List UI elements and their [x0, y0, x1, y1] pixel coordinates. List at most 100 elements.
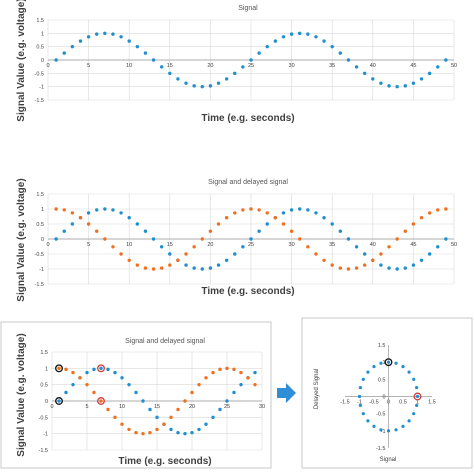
x-tick-label: 15	[167, 242, 173, 248]
data-point-series-0	[362, 71, 367, 76]
data-point-series-1	[273, 216, 278, 220]
x-tick-label: 15	[167, 63, 173, 69]
data-point-series-0	[401, 365, 405, 369]
signal-chart: Signal 1.510.50-0.5-1-1.50 5 10 15 20 25 30 35 4…	[16, 0, 457, 124]
data-point-series-0	[394, 361, 398, 365]
data-point-series-1	[419, 216, 424, 220]
data-point-series-0	[143, 229, 148, 233]
data-point-series-0	[95, 32, 99, 36]
y-tick-label: 0.5	[378, 377, 386, 383]
data-point-series-0	[298, 207, 302, 211]
data-point-series-0	[354, 245, 359, 249]
data-point-series-1	[306, 245, 310, 249]
data-point-series-1	[200, 237, 204, 241]
data-point-series-0	[387, 266, 391, 270]
data-point-series-0	[120, 376, 124, 380]
data-point-series-0	[197, 427, 201, 432]
data-point-series-0	[192, 84, 196, 88]
data-point-series-0	[415, 394, 420, 399]
data-point-series-1	[387, 245, 391, 249]
data-point-series-0	[71, 382, 75, 387]
y-tick-label: -1.5	[35, 282, 44, 288]
data-point-series-0	[265, 222, 269, 226]
data-point-series-0	[411, 263, 416, 267]
x-tick-label: 1	[416, 400, 419, 406]
data-point-series-1	[338, 266, 343, 270]
data-point-series-1	[281, 222, 286, 226]
data-point-series-0	[103, 207, 107, 211]
data-point-series-0	[249, 237, 253, 241]
chart-title: Signal and delayed signal	[208, 179, 288, 186]
highlight-ring	[97, 397, 105, 405]
data-point-series-0	[135, 222, 140, 226]
data-point-series-0	[176, 77, 180, 81]
data-point-series-0	[346, 237, 351, 241]
data-point-series-0	[151, 58, 156, 62]
x-tick-label: 20	[189, 404, 195, 410]
data-point-series-1	[330, 263, 334, 267]
data-point-series-1	[192, 245, 196, 249]
data-point-series-0	[99, 366, 103, 371]
phase-plot-chart: 1.510.50-0.5-1-1.5-1.5 -1 -0.5 0 0.5 1 1.5 Sig…	[314, 343, 436, 463]
data-point-series-0	[415, 403, 419, 408]
data-point-series-1	[103, 237, 107, 241]
data-point-series-0	[86, 35, 91, 39]
data-point-series-0	[62, 229, 66, 233]
y-tick-label: 1.5	[36, 18, 44, 24]
data-point-series-1	[190, 390, 194, 395]
highlight-ring	[97, 364, 105, 373]
data-point-series-1	[379, 252, 383, 256]
y-axis-label: Signal Value (e.g. voltage)	[16, 0, 27, 122]
data-point-series-0	[159, 65, 164, 69]
data-point-series-0	[127, 39, 131, 43]
data-point-series-0	[289, 208, 294, 212]
x-tick-label: 50	[451, 242, 457, 248]
data-point-series-0	[111, 32, 115, 36]
data-point-series-0	[148, 407, 152, 412]
data-point-series-0	[176, 430, 180, 435]
x-axis-label: Time (e.g. seconds)	[201, 286, 294, 297]
data-point-series-0	[233, 252, 237, 256]
data-point-series-0	[362, 252, 367, 256]
data-point-series-0	[78, 39, 83, 43]
data-point-series-0	[403, 84, 407, 88]
data-point-series-1	[143, 266, 148, 270]
data-point-series-0	[387, 84, 391, 88]
data-point-series-0	[298, 31, 302, 36]
y-tick-label: -0.5	[35, 71, 44, 77]
x-tick-label: 40	[370, 242, 376, 248]
y-tick-label: 1.5	[378, 343, 386, 349]
data-point-series-1	[127, 427, 131, 432]
data-point-series-0	[379, 428, 383, 432]
x-tick-label: 20	[207, 242, 213, 248]
data-point-series-0	[322, 39, 326, 43]
data-point-series-1	[265, 211, 269, 215]
y-tick-label: -1.5	[376, 446, 385, 452]
data-point-series-1	[168, 263, 172, 267]
data-point-series-0	[444, 58, 448, 62]
x-tick-label: 10	[119, 404, 125, 410]
y-tick-label: 1.5	[40, 350, 48, 356]
data-point-series-0	[357, 394, 362, 399]
data-point-series-0	[412, 412, 416, 416]
x-tick-label: 0	[387, 400, 390, 406]
y-tick-label: -1.5	[35, 98, 44, 104]
data-point-series-1	[151, 267, 156, 271]
data-point-series-1	[99, 399, 103, 403]
x-tick-label: 25	[224, 404, 230, 410]
data-point-series-1	[298, 237, 302, 241]
data-point-series-0	[106, 367, 110, 372]
chart-title: Signal and delayed signal	[125, 338, 205, 345]
data-point-series-0	[70, 222, 75, 226]
x-axis-label: Signal	[380, 457, 397, 463]
y-axis-label: Signal Value (e.g. voltage)	[16, 178, 27, 301]
x-tick-label: 10	[126, 242, 132, 248]
y-tick-label: 1	[45, 366, 48, 372]
data-point-series-0	[241, 245, 245, 249]
data-point-series-0	[401, 424, 405, 428]
data-point-series-1	[253, 382, 257, 387]
data-point-series-0	[346, 58, 351, 62]
x-tick-label: 20	[207, 63, 213, 69]
data-point-series-1	[289, 229, 294, 233]
data-point-series-0	[358, 403, 362, 408]
